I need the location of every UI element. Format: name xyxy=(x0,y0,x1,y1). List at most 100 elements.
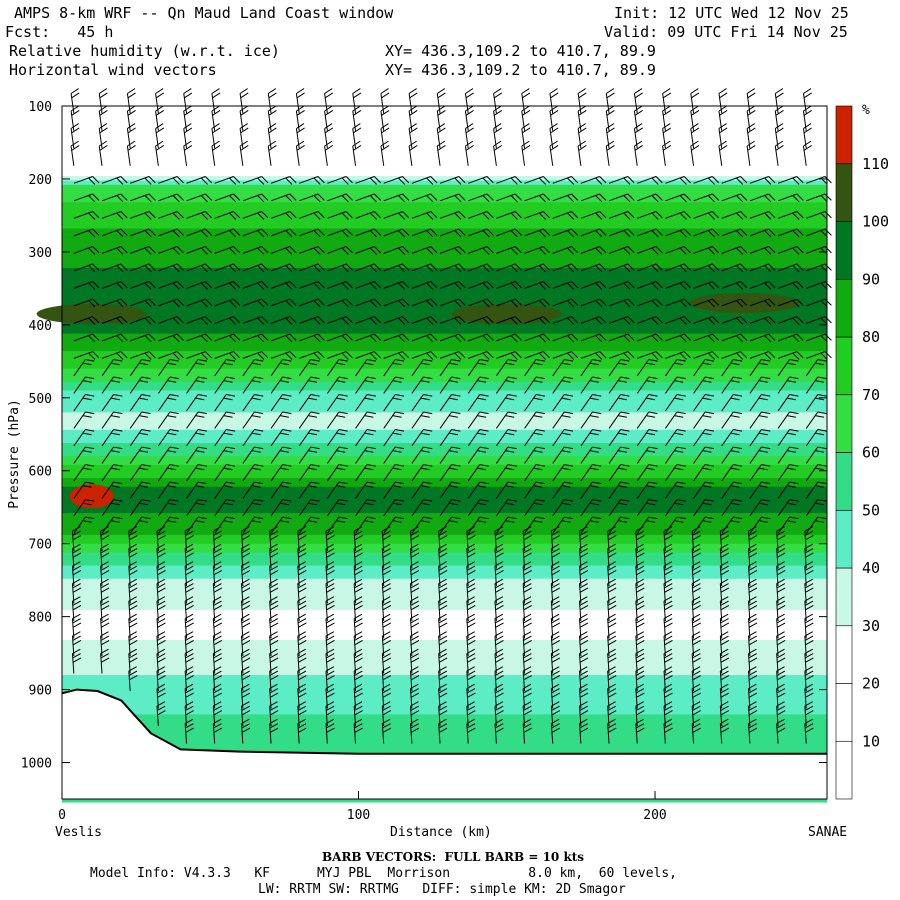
wind-barb-flag xyxy=(141,411,151,415)
wind-barb-flag xyxy=(423,516,433,520)
wind-barb-flag xyxy=(521,123,530,129)
wind-barb-flag xyxy=(523,657,532,663)
wind-barb-flag xyxy=(592,446,602,450)
wind-barb-flag xyxy=(493,92,503,99)
wind-barb-flag xyxy=(454,195,462,203)
wind-barb-flag xyxy=(185,530,194,536)
wind-barb-flag xyxy=(326,653,335,659)
rh-band xyxy=(62,412,827,418)
wind-barb-flag xyxy=(493,105,502,112)
wind-barb-flag xyxy=(239,140,248,147)
wind-barb-flag xyxy=(282,464,292,467)
wind-barb xyxy=(242,193,262,202)
wind-barb-flag xyxy=(535,499,545,502)
wind-barb xyxy=(805,499,819,517)
wind-barb xyxy=(326,429,340,447)
wind-barb xyxy=(496,176,516,184)
wind-barb-flag xyxy=(120,316,128,324)
wind-barb-flag xyxy=(495,530,504,536)
wind-barb xyxy=(749,298,769,307)
wind-barb-flag xyxy=(204,228,213,236)
wind-barb xyxy=(467,394,481,412)
rh-band xyxy=(62,224,827,230)
wind-barb-flag xyxy=(239,123,248,129)
wind-barb-flag xyxy=(296,105,305,112)
wind-barb-flag xyxy=(382,535,392,541)
wind-barb-flag xyxy=(720,605,730,611)
wind-barb-flag xyxy=(707,282,715,290)
wind-barb-flag xyxy=(392,380,402,383)
wind-barb-flag xyxy=(366,376,376,380)
wind-barb-flag xyxy=(533,502,543,506)
wind-barb xyxy=(157,359,171,377)
wind-barb-flag xyxy=(736,352,744,360)
wind-barb-flag xyxy=(692,548,701,554)
wind-barb-flag xyxy=(410,640,420,646)
wind-barb-flag xyxy=(551,561,560,567)
wind-barb-flag xyxy=(223,415,233,418)
wind-barb-flag xyxy=(551,666,560,672)
wind-barb-flag xyxy=(736,247,744,255)
wind-barb-flag xyxy=(720,570,730,576)
wind-barb-flag xyxy=(373,333,382,341)
wind-barb-flag xyxy=(748,530,757,536)
wind-barb-flag xyxy=(157,675,166,681)
wind-barb-flag xyxy=(465,105,474,112)
wind-barb-flag xyxy=(353,648,363,655)
wind-barb xyxy=(242,516,255,534)
wind-barb-flag xyxy=(664,587,673,593)
wind-barb-flag xyxy=(241,675,251,681)
wind-barb xyxy=(464,145,469,166)
wind-barb-flag xyxy=(704,411,714,415)
wind-barb-flag xyxy=(454,317,462,325)
wind-barb-flag xyxy=(676,359,686,362)
wind-barb-flag xyxy=(702,397,712,401)
wind-barb-flag xyxy=(493,88,502,94)
wind-barb-flag xyxy=(720,675,730,681)
wind-barb xyxy=(383,193,403,202)
wind-barb xyxy=(270,411,283,429)
rh-band xyxy=(62,451,827,457)
wind-barb xyxy=(721,298,741,307)
y-tick-label: 200 xyxy=(29,173,52,188)
wind-barb xyxy=(608,193,629,202)
wind-barb xyxy=(580,333,600,342)
wind-barb-flag xyxy=(712,281,720,289)
wind-barb-flag xyxy=(595,212,603,220)
wind-barb xyxy=(270,429,283,447)
wind-barb-flag xyxy=(128,526,137,532)
wind-barb-flag xyxy=(72,570,82,576)
wind-barb-flag xyxy=(183,123,192,129)
wind-barb-flag xyxy=(617,397,627,401)
wind-barb-flag xyxy=(804,718,813,725)
wind-barb xyxy=(130,263,150,272)
wind-barb-flag xyxy=(776,635,786,641)
wind-barb-flag xyxy=(579,583,588,589)
wind-barb-flag xyxy=(521,105,530,112)
wind-barb-flag xyxy=(380,140,389,147)
wind-barb-flag xyxy=(599,193,607,201)
wind-barb-flag xyxy=(646,520,656,523)
wind-barb xyxy=(636,464,650,482)
wind-barb xyxy=(608,429,621,447)
wind-barb-flag xyxy=(298,657,307,663)
wind-barb-flag xyxy=(691,543,701,549)
wind-barb-flag xyxy=(226,376,236,380)
rh-band xyxy=(62,648,827,654)
wind-barb-flag xyxy=(730,397,740,401)
wind-barb xyxy=(101,263,121,272)
wind-barb-flag xyxy=(233,263,241,271)
wind-barb-flag xyxy=(289,333,297,341)
wind-barb-flag xyxy=(599,298,607,306)
wind-barb-flag xyxy=(204,193,213,201)
wind-barb xyxy=(439,193,460,202)
x-end-label: SANAE xyxy=(808,825,848,840)
wind-barb xyxy=(636,446,650,464)
wind-barb-flag xyxy=(805,587,814,593)
wind-barb-flag xyxy=(466,670,476,676)
wind-barb-flag xyxy=(567,335,575,343)
wind-barb xyxy=(468,211,488,219)
wind-barb-flag xyxy=(298,692,307,698)
wind-barb-flag xyxy=(634,110,643,116)
wind-barb-flag xyxy=(270,657,279,663)
